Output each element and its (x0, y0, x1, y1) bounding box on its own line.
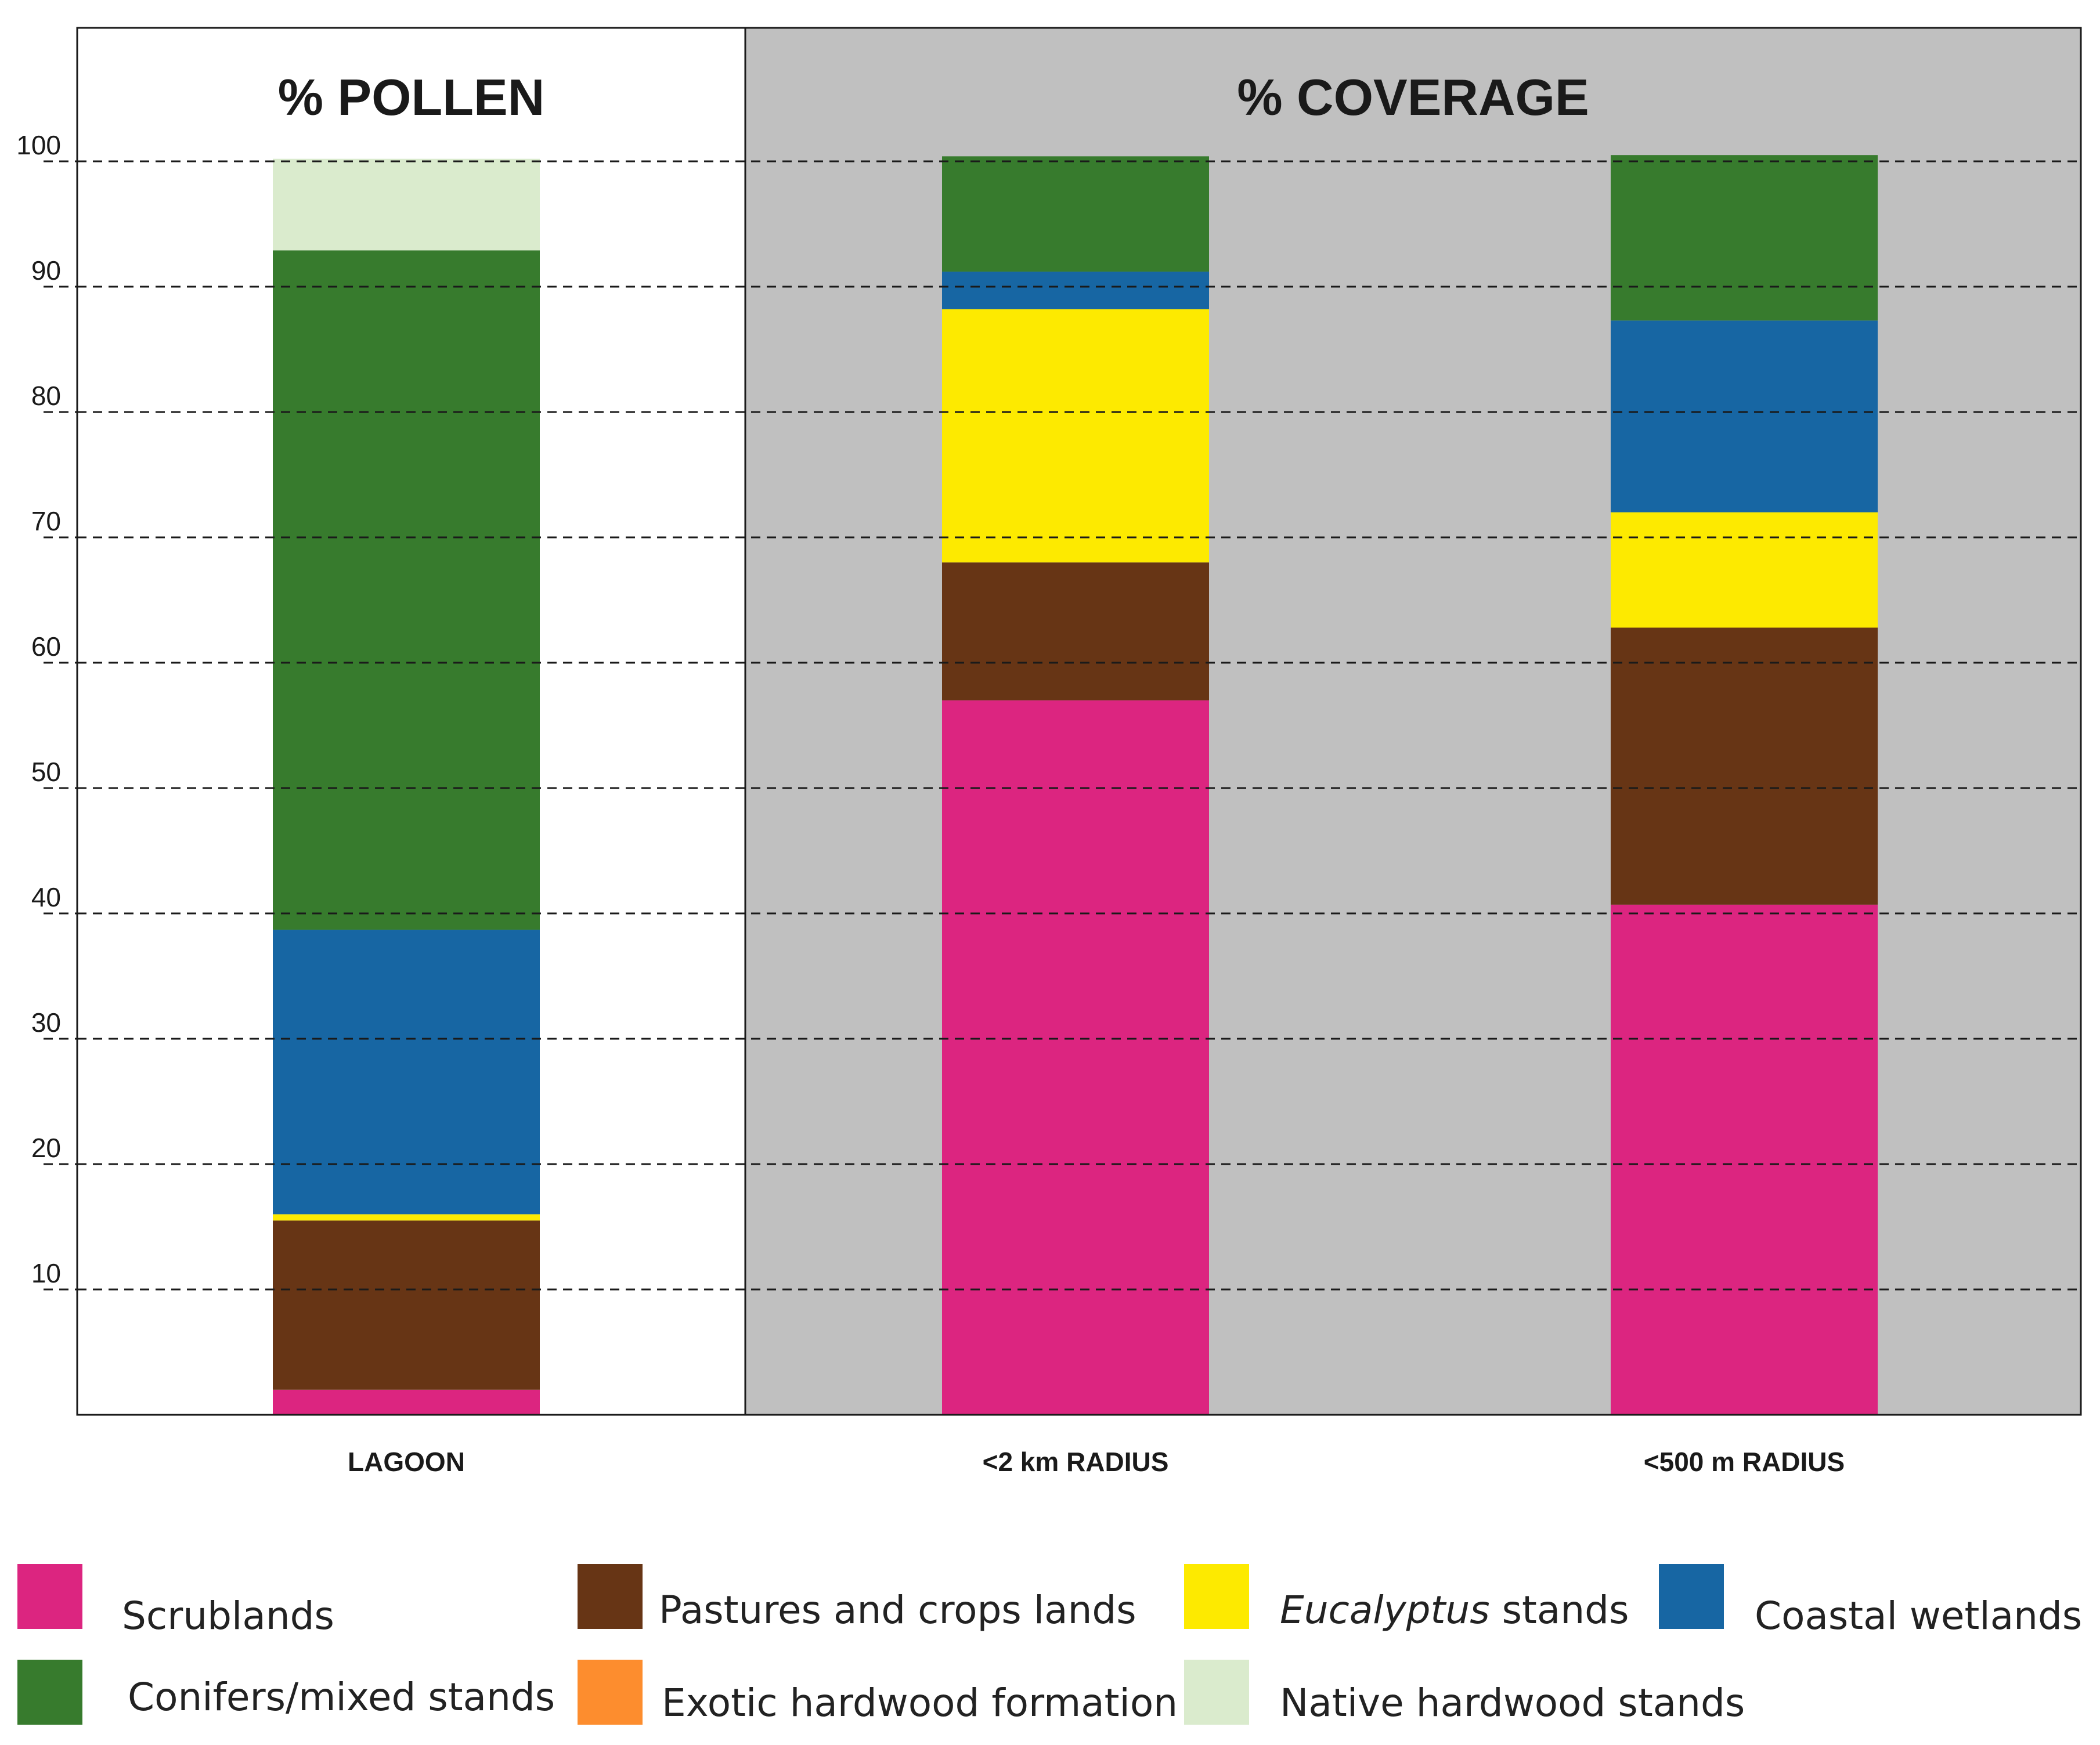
bar-lagoon-eucalyptus-stands (273, 1214, 540, 1221)
panel-border-2 (744, 27, 2082, 1416)
bar-500-m-radius-eucalyptus-stands (1611, 512, 1878, 628)
y-tick-label-70: 70 (31, 506, 61, 536)
y-tick-label-30: 30 (31, 1007, 61, 1038)
y-tick-label-80: 80 (31, 381, 61, 411)
bar-2-km-radius-eucalyptus-stands (942, 309, 1209, 563)
category-label-lagoon: LAGOON (348, 1447, 465, 1477)
y-tick-label-40: 40 (31, 882, 61, 912)
bar-2-km-radius-coastal-wetlands (942, 272, 1209, 309)
y-tick-label-100: 100 (16, 130, 61, 160)
category-label-2-km-radius: <2 km RADIUS (983, 1447, 1169, 1477)
bar-lagoon-scrublands (273, 1389, 540, 1415)
bar-2-km-radius-conifers-mixed-stands (942, 156, 1209, 272)
bar-500-m-radius-coastal-wetlands (1611, 320, 1878, 512)
y-tick-label-90: 90 (31, 255, 61, 286)
bar-500-m-radius-conifers-mixed-stands (1611, 155, 1878, 321)
y-tick-label-60: 60 (31, 631, 61, 662)
bar-2-km-radius-scrublands (942, 700, 1209, 1415)
panel-title-coverage: % COVERAGE (1237, 68, 1589, 126)
bar-lagoon-conifers-mixed-stands (273, 250, 540, 930)
y-tick-label-20: 20 (31, 1133, 61, 1163)
y-tick-label-10: 10 (31, 1258, 61, 1288)
category-label-500-m-radius: <500 m RADIUS (1644, 1447, 1845, 1477)
y-tick-label-50: 50 (31, 757, 61, 787)
bar-lagoon-coastal-wetlands (273, 930, 540, 1215)
bar-lagoon-pastures-and-crops-lands (273, 1220, 540, 1390)
bar-lagoon-native-hardwood-stands (273, 158, 540, 251)
bar-500-m-radius-pastures-and-crops-lands (1611, 627, 1878, 905)
panel-title-pollen: % POLLEN (278, 68, 545, 126)
bar-500-m-radius-scrublands (1611, 904, 1878, 1415)
bar-2-km-radius-pastures-and-crops-lands (942, 562, 1209, 700)
